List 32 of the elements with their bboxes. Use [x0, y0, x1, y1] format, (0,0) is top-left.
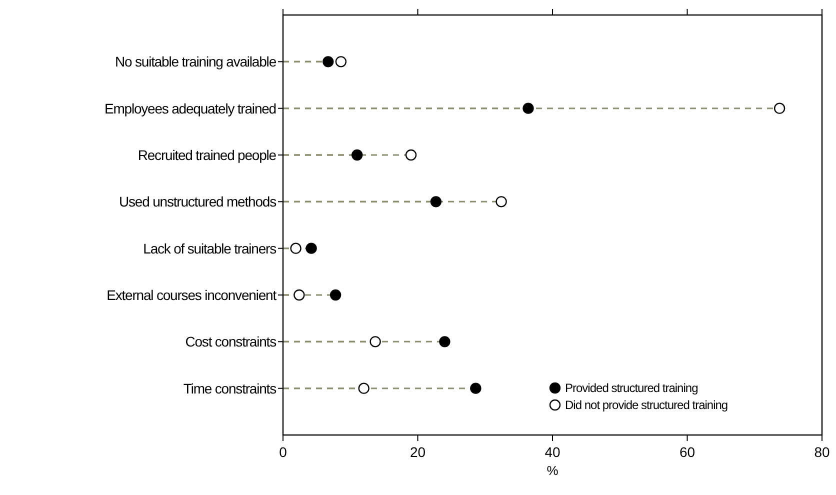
- x-axis-title: %: [546, 463, 559, 478]
- point: [430, 196, 442, 208]
- x-tick-label: 80: [814, 444, 830, 460]
- point: [496, 196, 507, 208]
- point: [405, 149, 417, 161]
- legend-label: Provided structured training: [565, 381, 698, 395]
- y-tick-label: Used unstructured methods: [119, 194, 277, 210]
- point: [522, 102, 534, 114]
- y-tick-label: Time constraints: [183, 380, 277, 396]
- x-tick-label: 40: [544, 444, 560, 460]
- legend-label: Did not provide structured training: [565, 398, 728, 412]
- y-tick-label: Employees adequately trained: [104, 100, 276, 116]
- y-tick-label: Recruited trained people: [138, 147, 277, 163]
- point: [470, 382, 482, 394]
- point: [370, 336, 381, 348]
- point: [322, 56, 334, 68]
- y-tick-label: Cost constraints: [185, 334, 277, 350]
- y-tick-label: Lack of suitable trainers: [143, 240, 277, 256]
- y-tick-label: External courses inconvenient: [106, 287, 277, 303]
- x-tick-label: 60: [679, 444, 696, 460]
- point: [306, 242, 317, 254]
- point: [335, 56, 347, 68]
- point: [358, 382, 370, 394]
- point: [294, 289, 305, 301]
- point: [774, 102, 786, 114]
- point: [439, 336, 450, 348]
- point: [290, 242, 302, 254]
- point: [352, 149, 363, 161]
- y-tick-label: No suitable training available: [115, 54, 277, 70]
- x-tick-label: 20: [410, 444, 426, 460]
- x-tick-label: 0: [279, 444, 288, 460]
- point: [330, 289, 342, 301]
